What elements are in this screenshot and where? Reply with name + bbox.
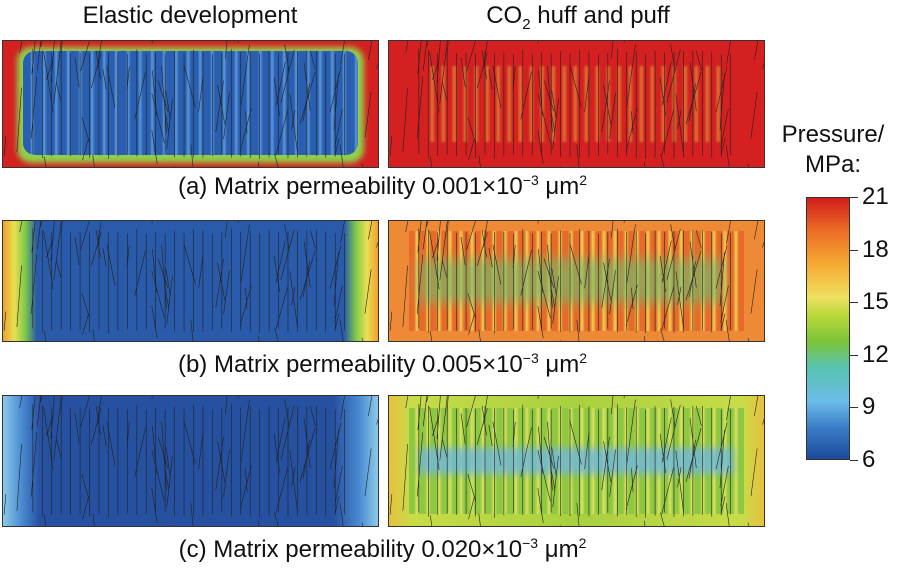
colorbar-tick <box>850 249 858 251</box>
colorbar <box>806 197 850 460</box>
colorbar-tick <box>850 407 858 409</box>
panel-a-elastic <box>2 40 379 168</box>
header-text: huff and puff <box>530 2 670 29</box>
panel-a-co2 <box>388 40 765 168</box>
fracture-network <box>389 396 764 526</box>
panel-b-co2 <box>388 220 765 342</box>
panel-c-elastic <box>2 395 379 527</box>
caption-unit-exp: 2 <box>578 535 587 551</box>
caption-unit-exp: 2 <box>579 350 588 366</box>
caption-unit-exp: 2 <box>579 172 588 188</box>
caption-c: (c) Matrix permeability 0.020×10−3 μm2 <box>0 535 765 564</box>
colorbar-tick-label: 12 <box>862 340 889 368</box>
caption-exp: −3 <box>522 535 539 551</box>
colorbar-tick <box>850 460 858 461</box>
colorbar-tick-label: 6 <box>862 446 876 473</box>
caption-b: (b) Matrix permeability 0.005×10−3 μm2 <box>0 350 765 379</box>
colorbar-tick-label: 21 <box>862 183 889 210</box>
header-subscript: 2 <box>522 15 531 33</box>
caption-unit: μm <box>538 351 580 378</box>
caption-exp: −3 <box>522 350 539 366</box>
fracture-network <box>3 221 378 341</box>
colorbar-title-line1: Pressure/ <box>781 121 885 148</box>
colorbar-tick <box>850 197 858 198</box>
panel-b-elastic <box>2 220 379 342</box>
caption-a: (a) Matrix permeability 0.001×10−3 μm2 <box>0 172 765 201</box>
colorbar-tick-label: 15 <box>862 288 889 316</box>
colorbar-tick <box>850 354 858 356</box>
header-co2-huff-puff: CO2 huff and puff <box>388 2 768 33</box>
caption-unit: μm <box>538 536 579 563</box>
caption-unit: μm <box>538 173 580 200</box>
caption-exp: −3 <box>522 172 539 188</box>
colorbar-title-line2: MPa: <box>804 151 861 178</box>
colorbar-tick <box>850 302 858 304</box>
fracture-network <box>3 41 378 167</box>
header-text: CO <box>486 2 523 29</box>
fracture-network <box>3 396 378 526</box>
fracture-network <box>389 221 764 341</box>
header-elastic-development: Elastic development <box>82 2 298 29</box>
panel-c-co2 <box>388 395 765 527</box>
fracture-network <box>389 41 764 167</box>
caption-text: (a) Matrix permeability 0.001×10 <box>177 173 523 200</box>
caption-text: (b) Matrix permeability 0.005×10 <box>177 351 523 378</box>
caption-text: (c) Matrix permeability 0.020×10 <box>178 536 523 563</box>
colorbar-tick-label: 18 <box>862 235 889 263</box>
colorbar-title: Pressure/MPa: <box>778 120 888 180</box>
colorbar-tick-label: 9 <box>862 393 876 421</box>
